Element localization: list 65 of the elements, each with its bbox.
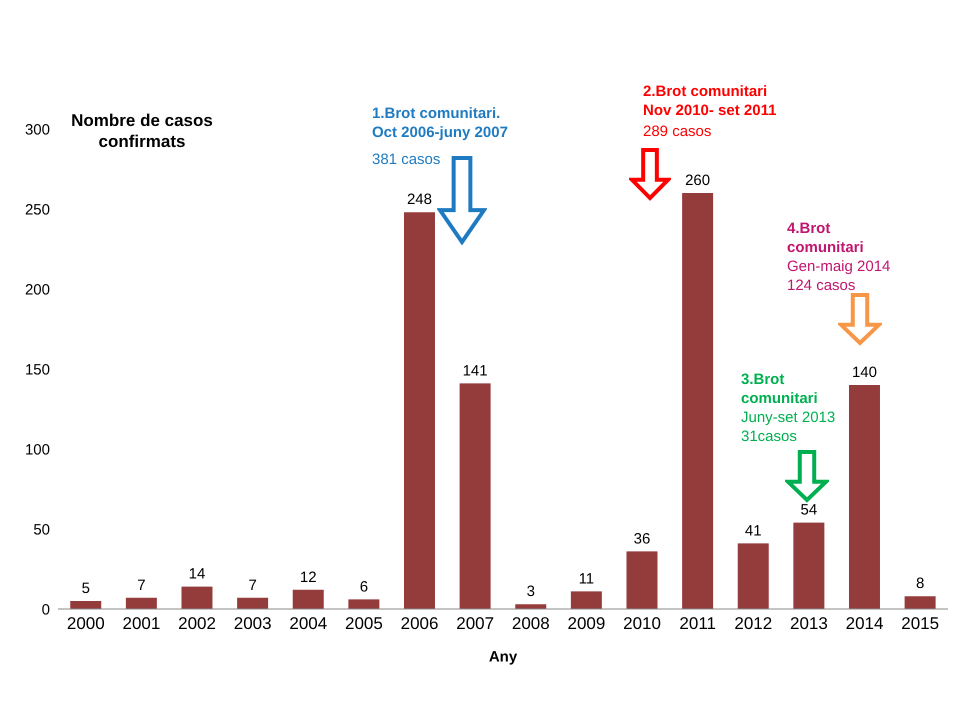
annotation: 289 casos bbox=[643, 122, 712, 141]
data-label: 54 bbox=[800, 502, 818, 519]
data-label: 6 bbox=[360, 578, 368, 596]
x-tick-label: 2007 bbox=[456, 614, 494, 634]
data-label: 14 bbox=[188, 566, 206, 583]
annotation: 1.Brot comunitari. Oct 2006-juny 2007 bbox=[372, 104, 508, 142]
bar bbox=[460, 383, 491, 609]
annotation: Juny-set 2013 31casos bbox=[741, 408, 836, 446]
y-tick-label: 200 bbox=[24, 281, 50, 298]
bar bbox=[904, 596, 936, 609]
data-label: 7 bbox=[248, 576, 257, 594]
data-label: 5 bbox=[82, 580, 90, 597]
data-label: 141 bbox=[462, 362, 488, 380]
bar bbox=[515, 604, 546, 609]
y-tick-label: 0 bbox=[42, 601, 50, 618]
text: 2.Brot comunitari Nov 2010- set 2011 bbox=[643, 82, 776, 120]
bar bbox=[626, 551, 658, 609]
annotation: Gen-maig 2014 124 casos bbox=[787, 257, 890, 295]
x-tick-label: 2012 bbox=[734, 614, 772, 634]
y-axis-title: Nombre de casos confirmats bbox=[70, 110, 214, 152]
bar bbox=[848, 385, 880, 609]
data-label: 12 bbox=[300, 568, 317, 586]
x-tick-label: 2014 bbox=[846, 614, 884, 634]
x-tick-label: 2003 bbox=[234, 614, 272, 634]
data-label: 248 bbox=[406, 191, 432, 208]
bar bbox=[682, 193, 714, 609]
x-tick-label: 2001 bbox=[122, 614, 160, 634]
x-tick-label: 2004 bbox=[289, 614, 328, 634]
bar bbox=[404, 212, 435, 609]
x-tick-label: 2015 bbox=[901, 614, 940, 634]
data-label: 8 bbox=[916, 575, 924, 592]
bar bbox=[348, 599, 380, 609]
x-tick-label: 2009 bbox=[568, 614, 606, 634]
y-tick-label: 50 bbox=[33, 521, 50, 538]
annotation: 381 casos bbox=[372, 150, 440, 169]
data-label: 260 bbox=[685, 172, 710, 189]
y-tick-label: 150 bbox=[24, 361, 50, 378]
x-axis-title: Any bbox=[488, 648, 518, 666]
data-label: 36 bbox=[634, 530, 650, 548]
data-label: 41 bbox=[744, 522, 762, 540]
x-tick-label: 2011 bbox=[679, 614, 716, 634]
data-label: 3 bbox=[526, 583, 535, 600]
x-tick-label: 2010 bbox=[623, 614, 661, 634]
x-tick-label: 2005 bbox=[345, 614, 383, 634]
bar bbox=[181, 586, 212, 609]
bar bbox=[570, 591, 602, 609]
data-label: 140 bbox=[852, 364, 878, 381]
y-tick-label: 100 bbox=[24, 441, 50, 458]
data-label: 11 bbox=[578, 570, 594, 588]
bar bbox=[70, 601, 102, 609]
bar bbox=[738, 543, 769, 609]
annotation: 4.Brot comunitari bbox=[787, 219, 864, 257]
x-tick-label: 2002 bbox=[178, 614, 216, 634]
y-tick-label: 300 bbox=[24, 121, 50, 138]
x-tick-label: 2013 bbox=[790, 614, 828, 634]
x-tick-label: 2000 bbox=[66, 614, 105, 634]
bar bbox=[126, 598, 157, 609]
annotation: 3.Brot comunitari bbox=[741, 370, 818, 408]
bar bbox=[292, 590, 324, 609]
x-tick-label: 2008 bbox=[512, 614, 550, 634]
bar bbox=[237, 598, 268, 609]
bar bbox=[793, 522, 824, 609]
x-tick-label: 2006 bbox=[400, 614, 438, 634]
data-label: 7 bbox=[137, 576, 146, 594]
y-tick-label: 250 bbox=[24, 201, 50, 218]
